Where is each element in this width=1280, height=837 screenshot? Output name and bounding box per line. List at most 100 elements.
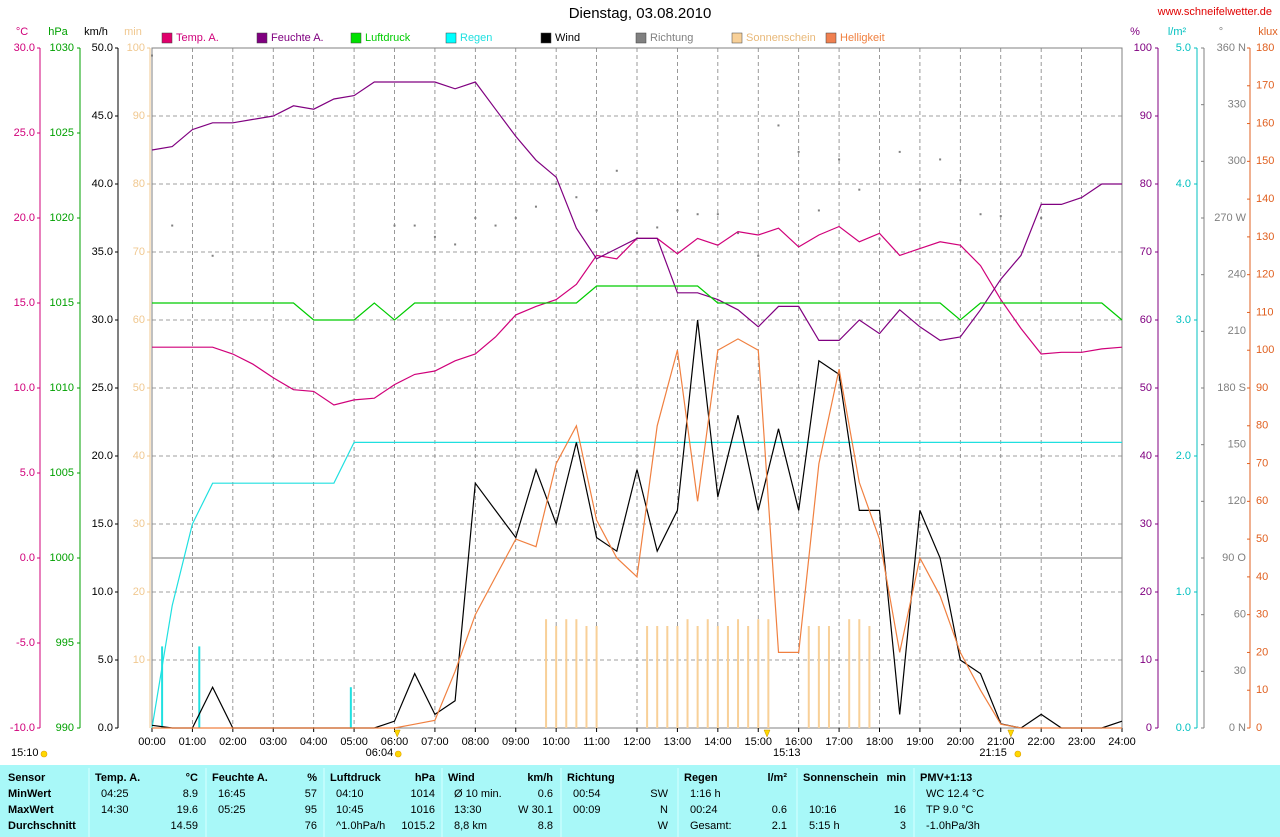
y-tick-label: 120 (1228, 495, 1246, 507)
y-tick-label: 35.0 (92, 246, 113, 258)
y-tick-label: 70 (1256, 457, 1268, 469)
y-tick-label: 130 (1256, 231, 1274, 243)
direction-dot (393, 224, 396, 227)
table-cell: 1016 (411, 804, 435, 816)
table-header: Richtung (567, 772, 615, 784)
sunshine-bar (827, 626, 830, 728)
y-tick-label: 140 (1256, 193, 1274, 205)
table-cell: 76 (305, 820, 317, 832)
sunshine-bar (706, 619, 709, 728)
x-tick-label: 22:00 (1027, 736, 1055, 748)
x-tick-label: 14:00 (704, 736, 732, 748)
table-header: MinWert (8, 788, 52, 800)
y-tick-label: 60 (1256, 495, 1268, 507)
table-cell: 00:09 (573, 804, 601, 816)
sunshine-bar (767, 619, 770, 728)
table-header: Regen (684, 772, 718, 784)
direction-dot (1040, 217, 1043, 219)
y-tick-label: 100 (1134, 42, 1152, 54)
legend-label: Sonnenschein (746, 32, 816, 44)
rain-interval-bar (198, 646, 201, 728)
series-line (152, 338, 1122, 729)
y-tick-label: 170 (1256, 80, 1274, 92)
table-cell: 8.8 (538, 820, 553, 832)
y-tick-label: 0 (1256, 722, 1262, 734)
y-tick-label: 20 (133, 586, 145, 598)
direction-dot (474, 217, 477, 219)
direction-dot (757, 254, 760, 257)
direction-dot (514, 217, 517, 219)
x-tick-label: 18:00 (866, 736, 894, 748)
table-cell: 19.6 (177, 804, 198, 816)
y-tick-label: 3.0 (1176, 314, 1191, 326)
table-cell: 2.1 (772, 820, 787, 832)
y-tick-label: 90 O (1222, 552, 1246, 564)
table-cell: W 30.1 (518, 804, 553, 816)
y-tick-label: 1000 (50, 552, 74, 564)
y-tick-label: -5.0 (16, 637, 35, 649)
direction-dot (413, 224, 416, 227)
y-tick-label: 25.0 (92, 382, 113, 394)
y-tick-label: 10 (1140, 654, 1152, 666)
y-tick-label: 80 (1140, 178, 1152, 190)
y-tick-label: 15.0 (14, 297, 35, 309)
x-tick-label: 19:00 (906, 736, 934, 748)
y-tick-label: 5.0 (1176, 42, 1191, 54)
x-tick-label: 24:00 (1108, 736, 1136, 748)
sun-event-label: 15:13 (773, 747, 801, 759)
source-url: www.schneifelwetter.de (1157, 6, 1272, 18)
axis-unit: % (1130, 26, 1140, 38)
direction-dot (656, 226, 659, 229)
direction-dot (878, 237, 881, 240)
legend-label: Richtung (650, 32, 693, 44)
y-tick-label: 40.0 (92, 178, 113, 190)
y-tick-label: 995 (56, 637, 74, 649)
y-tick-label: 60 (1140, 314, 1152, 326)
sun-event-marker (1007, 729, 1015, 738)
sunshine-bar (585, 626, 588, 728)
sunshine-bar (858, 619, 861, 728)
x-tick-label: 07:00 (421, 736, 449, 748)
y-tick-label: 0.0 (98, 722, 113, 734)
y-tick-label: 120 (1256, 269, 1274, 281)
y-tick-label: 1020 (50, 212, 74, 224)
table-cell: 8,8 km (454, 820, 487, 832)
y-tick-label: 1025 (50, 127, 74, 139)
axis-unit: min (124, 26, 142, 38)
table-header: Durchschnitt (8, 820, 76, 832)
chart-title: Dienstag, 03.08.2010 (569, 5, 712, 22)
y-tick-label: 210 (1228, 325, 1246, 337)
y-tick-label: 100 (127, 42, 145, 54)
grid-layer (37, 47, 1251, 837)
sunshine-bar (726, 626, 729, 728)
rain-interval-bar (349, 687, 352, 728)
y-tick-label: 90 (1140, 110, 1152, 122)
table-cell: 8.9 (183, 788, 198, 800)
x-tick-label: 04:00 (300, 736, 328, 748)
sunshine-bar (656, 626, 659, 728)
x-tick-label: 12:00 (623, 736, 651, 748)
x-tick-label: 15:00 (744, 736, 772, 748)
day-length: 15:10 (11, 747, 39, 759)
direction-dot (615, 169, 618, 172)
y-tick-label: 240 (1228, 269, 1246, 281)
x-tick-label: 13:00 (664, 736, 692, 748)
direction-dot (918, 188, 921, 191)
table-cell: 5:15 h (809, 820, 840, 832)
legend-label: Luftdruck (365, 32, 411, 44)
y-tick-label: 40 (133, 450, 145, 462)
x-tick-label: 20:00 (947, 736, 975, 748)
table-cell: 16 (894, 804, 906, 816)
table-cell: 1:16 h (690, 788, 721, 800)
table-cell: 95 (305, 804, 317, 816)
table-header: °C (186, 772, 198, 784)
rain-interval-bar (161, 646, 164, 728)
y-tick-label: 80 (133, 178, 145, 190)
y-tick-label: 0 (1146, 722, 1152, 734)
sunshine-bar (676, 626, 679, 728)
y-tick-label: 10 (1256, 684, 1268, 696)
table-cell: 10:45 (336, 804, 364, 816)
direction-dot (737, 232, 740, 235)
axis-unit: km/h (84, 26, 108, 38)
direction-dot (211, 254, 214, 257)
